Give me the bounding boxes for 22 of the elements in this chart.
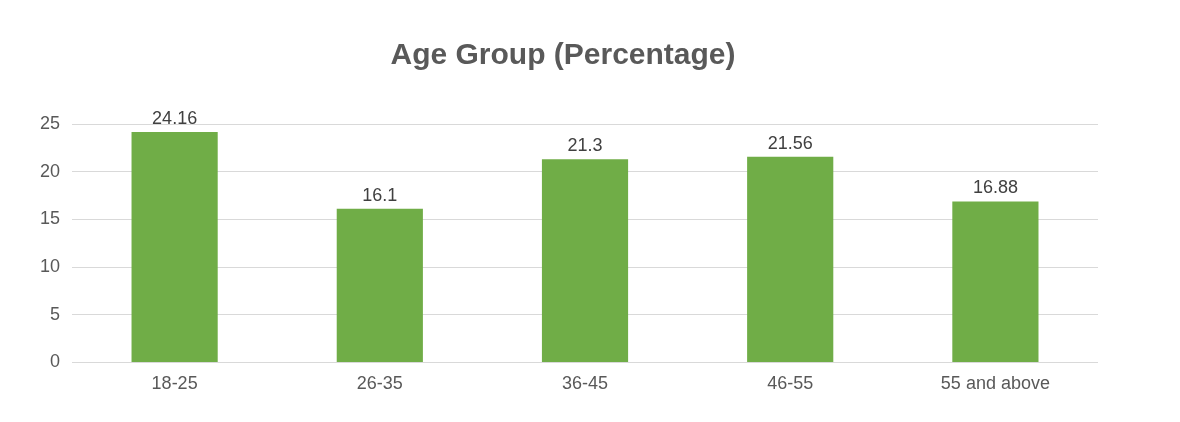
data-label: 21.3 bbox=[567, 135, 603, 156]
y-tick-label: 25 bbox=[39, 112, 61, 133]
data-label: 21.56 bbox=[767, 132, 813, 153]
bar bbox=[131, 132, 218, 362]
bar bbox=[336, 208, 423, 362]
data-label: 16.88 bbox=[972, 177, 1018, 198]
x-tick-label: 18-25 bbox=[151, 373, 198, 394]
y-tick-label: 15 bbox=[39, 208, 61, 229]
data-label: 16.1 bbox=[362, 184, 398, 205]
y-tick-label: 0 bbox=[50, 351, 61, 372]
data-label: 24.16 bbox=[152, 107, 198, 128]
x-tick-label: 46-55 bbox=[767, 373, 814, 394]
chart-title: Age Group (Percentage) bbox=[390, 37, 736, 71]
y-tick-label: 5 bbox=[50, 303, 61, 324]
bar bbox=[952, 201, 1039, 362]
y-tick-label: 10 bbox=[39, 256, 61, 277]
x-tick-label: 55 and above bbox=[940, 373, 1050, 394]
x-tick-label: 36-45 bbox=[561, 373, 609, 394]
bar bbox=[541, 159, 629, 362]
bar bbox=[747, 156, 834, 362]
x-tick-label: 26-35 bbox=[356, 373, 403, 394]
y-tick-label: 20 bbox=[39, 160, 61, 181]
